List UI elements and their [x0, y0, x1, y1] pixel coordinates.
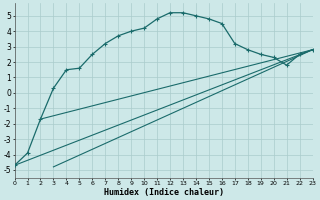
X-axis label: Humidex (Indice chaleur): Humidex (Indice chaleur): [104, 188, 224, 197]
